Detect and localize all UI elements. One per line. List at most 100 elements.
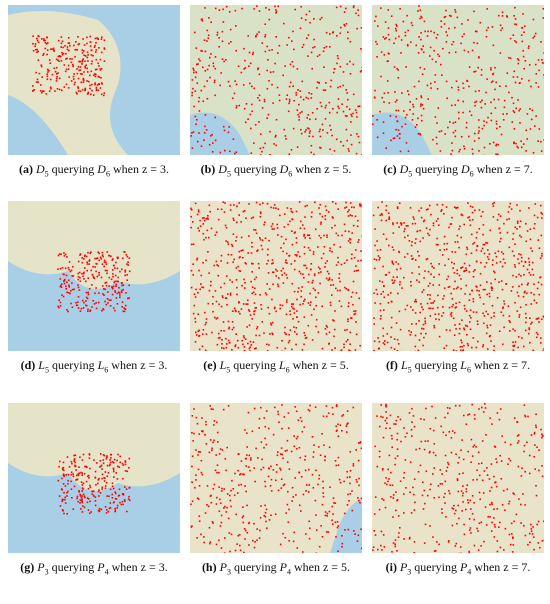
data-point: [57, 59, 59, 61]
data-point: [266, 527, 268, 529]
data-point: [520, 503, 522, 506]
data-point: [419, 464, 422, 467]
data-point: [319, 203, 321, 206]
data-point: [483, 243, 486, 246]
data-point: [472, 298, 475, 300]
data-point: [500, 237, 502, 240]
data-point: [111, 287, 114, 290]
data-point: [416, 279, 418, 281]
data-point: [190, 207, 192, 210]
data-point: [232, 233, 235, 235]
data-point: [401, 125, 403, 128]
data-point: [221, 40, 224, 43]
data-point: [500, 29, 502, 32]
data-point: [349, 214, 352, 216]
data-point: [123, 310, 126, 313]
data-point: [495, 255, 498, 258]
data-point: [104, 300, 106, 303]
data-point: [270, 206, 272, 209]
data-point: [357, 14, 360, 17]
data-point: [238, 202, 240, 204]
data-point: [427, 494, 429, 497]
data-point: [308, 468, 310, 471]
caption-verb: querying: [233, 358, 276, 372]
data-point: [312, 456, 315, 458]
data-point: [116, 459, 118, 462]
data-point: [493, 536, 496, 538]
data-point: [98, 510, 101, 512]
data-point: [221, 339, 223, 341]
data-point: [441, 315, 443, 317]
data-point: [432, 451, 435, 454]
caption-target-sub: 4: [467, 567, 472, 577]
data-point: [482, 492, 485, 494]
data-point: [406, 114, 408, 116]
data-point: [337, 57, 339, 60]
data-point: [418, 266, 420, 268]
data-point: [220, 72, 222, 74]
data-point: [304, 19, 307, 21]
data-point: [432, 307, 434, 310]
data-point: [242, 84, 245, 86]
data-point: [69, 58, 71, 60]
data-point: [256, 539, 258, 541]
data-point: [305, 336, 308, 339]
data-point: [283, 242, 285, 245]
data-point: [440, 63, 442, 66]
data-point: [446, 466, 449, 469]
data-point: [390, 326, 393, 329]
data-point: [458, 323, 461, 325]
data-point: [396, 120, 399, 123]
data-point: [396, 67, 398, 70]
data-point: [206, 97, 209, 100]
data-point: [195, 474, 197, 476]
data-point: [212, 488, 215, 490]
data-point: [427, 270, 430, 273]
data-point: [455, 302, 457, 305]
data-point: [501, 251, 503, 253]
data-point: [32, 42, 34, 45]
data-point: [243, 210, 246, 212]
data-point: [39, 90, 42, 92]
data-point: [470, 438, 473, 441]
data-point: [536, 523, 538, 526]
data-point: [305, 267, 308, 269]
data-point: [122, 257, 124, 260]
data-point: [194, 317, 196, 320]
data-point: [436, 237, 438, 240]
data-point: [347, 493, 349, 496]
caption-query-sub: 5: [44, 365, 49, 375]
data-point: [297, 287, 300, 289]
data-point: [106, 464, 109, 467]
data-point: [254, 310, 256, 312]
data-point: [279, 307, 281, 310]
data-point: [358, 203, 361, 206]
data-point: [298, 201, 301, 203]
data-point: [305, 96, 308, 99]
data-point: [496, 297, 499, 299]
data-point: [380, 544, 382, 547]
data-point: [420, 96, 423, 99]
data-point: [265, 520, 267, 523]
data-point: [242, 256, 244, 259]
data-point: [82, 493, 85, 496]
data-point: [470, 233, 473, 236]
data-point: [215, 231, 218, 233]
data-point: [94, 51, 97, 53]
data-point: [477, 340, 479, 343]
data-point: [98, 495, 100, 497]
data-point: [496, 461, 498, 463]
data-point: [66, 48, 69, 51]
data-point: [36, 48, 38, 51]
data-point: [67, 64, 70, 67]
data-point: [387, 480, 389, 483]
data-point: [198, 329, 200, 332]
data-point: [436, 142, 438, 145]
data-point: [89, 486, 92, 489]
data-point: [469, 529, 471, 531]
data-point: [78, 491, 80, 493]
data-point: [308, 135, 311, 138]
data-point: [87, 308, 89, 311]
data-point: [345, 89, 347, 91]
data-point: [303, 252, 306, 255]
